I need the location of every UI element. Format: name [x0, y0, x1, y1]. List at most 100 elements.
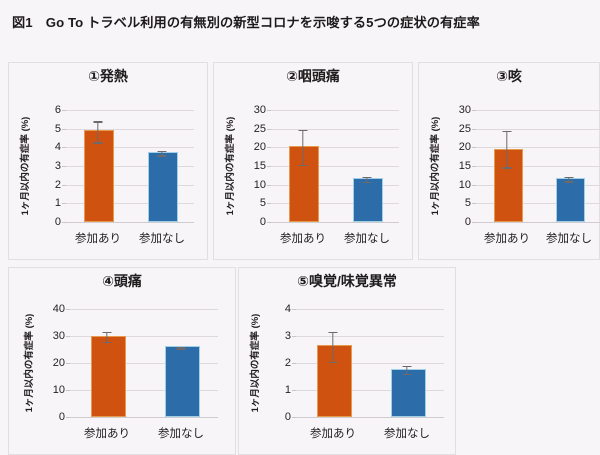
- y-tick-mark: [267, 128, 271, 130]
- y-tick-mark: [62, 184, 66, 186]
- y-tick-mark: [62, 110, 66, 111]
- y-tick-label: 30: [52, 330, 65, 342]
- gridline: [476, 147, 600, 149]
- x-tick-label-participated: 参加あり: [75, 233, 121, 245]
- bar-2-participated: [289, 146, 319, 222]
- y-tick-mark: [66, 363, 70, 364]
- error-bar-cap-bottom: [102, 341, 112, 344]
- y-tick-label: 10: [458, 178, 471, 191]
- y-tick-mark: [292, 309, 296, 310]
- gridline: [271, 147, 399, 149]
- y-tick-mark: [292, 336, 296, 337]
- y-axis-label: 1ヶ月以内の有症率 (%): [250, 313, 261, 413]
- y-tick-mark: [66, 417, 70, 418]
- y-tick-label: 3: [54, 160, 61, 172]
- x-axis-baseline: [296, 417, 444, 418]
- error-bar-stem: [568, 176, 570, 183]
- y-tick-mark: [472, 166, 476, 167]
- x-tick-label-not-participated: 参加なし: [344, 233, 390, 245]
- y-tick-label: 6: [54, 104, 61, 116]
- y-tick-label: 20: [52, 357, 65, 369]
- gridline: [70, 363, 218, 364]
- chart-title-2: ②咽頭痛: [286, 68, 340, 84]
- gridline: [296, 363, 444, 364]
- bar-5-not-participated: [390, 369, 426, 417]
- error-bar-cap-top: [176, 347, 186, 349]
- y-axis-label: 1ヶ月以内の有症率 (%): [225, 116, 236, 216]
- gridline: [476, 184, 600, 186]
- y-tick-mark: [292, 390, 296, 391]
- y-tick-label: 30: [458, 104, 471, 116]
- y-tick-mark: [62, 147, 66, 149]
- x-tick-label-not-participated: 参加なし: [546, 233, 592, 245]
- y-tick-label: 0: [58, 411, 65, 423]
- x-tick-label-participated: 参加あり: [84, 428, 130, 440]
- y-tick-mark: [267, 166, 271, 167]
- error-bar-cap-top: [102, 331, 112, 334]
- error-bar-stem: [161, 151, 163, 157]
- y-tick-label: 5: [259, 197, 266, 210]
- gridline: [271, 128, 399, 130]
- error-bar-cap-top: [93, 121, 103, 123]
- y-tick-label: 25: [458, 122, 471, 135]
- plot-area-3: 0 5 10 15 20 25 30: [459, 104, 600, 228]
- error-bar-cap-bottom: [298, 164, 308, 166]
- gridline: [476, 203, 600, 205]
- y-tick-label: 0: [259, 216, 266, 228]
- gridline: [271, 203, 399, 205]
- x-tick-label-participated: 参加あり: [484, 233, 530, 245]
- y-tick-mark: [62, 222, 66, 223]
- gridline: [66, 128, 194, 130]
- y-tick-mark: [472, 110, 476, 111]
- y-axis-label: 1ヶ月以内の有症率 (%): [430, 116, 441, 216]
- x-tick-label-participated: 参加あり: [280, 233, 326, 245]
- y-tick-label: 30: [253, 104, 266, 116]
- y-tick-label: 20: [458, 141, 471, 154]
- y-tick-label: 4: [54, 141, 61, 154]
- gridline: [271, 110, 399, 111]
- y-tick-mark: [472, 147, 476, 149]
- plot-area-4: 0 10 20 30 40: [53, 303, 218, 423]
- error-bar-cap-bottom: [176, 348, 186, 350]
- error-bar-cap-top: [157, 151, 167, 153]
- bar-4-participated: [90, 336, 126, 417]
- y-tick-mark: [267, 184, 271, 186]
- chart-panel-grid: ①発熱 1ヶ月以内の有症率 (%) 参加あり 参加なし 0 1 2 3 4 5 6 ②咽頭痛 1ヶ月以内…: [0, 62, 600, 455]
- y-tick-label: 1: [54, 197, 61, 210]
- gridline: [70, 309, 218, 310]
- bar-5-participated: [316, 344, 352, 417]
- chart-title-5: ⑤嗅覚/味覚異常: [297, 273, 397, 289]
- bar-1-participated: [84, 130, 114, 222]
- x-axis-baseline: [66, 222, 194, 223]
- plot-area-5: 0 1 2 3 4: [285, 303, 444, 423]
- y-tick-mark: [62, 166, 66, 167]
- y-tick-label: 15: [253, 160, 266, 172]
- y-tick-label: 0: [54, 216, 61, 228]
- error-bar-stem: [302, 129, 304, 166]
- error-bar-cap-top: [328, 331, 338, 334]
- y-tick-mark: [66, 309, 70, 310]
- y-tick-mark: [472, 184, 476, 186]
- gridline: [476, 110, 600, 111]
- y-tick-mark: [292, 363, 296, 364]
- y-tick-label: 2: [54, 178, 61, 191]
- y-tick-label: 25: [253, 122, 266, 135]
- gridline: [66, 147, 194, 149]
- y-tick-mark: [66, 336, 70, 337]
- bar-2-not-participated: [353, 178, 383, 222]
- y-tick-label: 2: [284, 357, 291, 369]
- gridline: [70, 390, 218, 391]
- error-bar-stem: [506, 130, 508, 169]
- error-bar-cap-top: [502, 130, 512, 132]
- y-tick-label: 40: [52, 303, 65, 315]
- y-tick-label: 20: [253, 141, 266, 154]
- y-tick-label: 1: [284, 384, 291, 396]
- error-bar-cap-bottom: [564, 181, 574, 183]
- error-bar-stem: [406, 365, 408, 376]
- y-tick-label: 10: [52, 384, 65, 396]
- y-tick-label: 15: [458, 160, 471, 172]
- chart-panel-5: ⑤嗅覚/味覚異常 1ヶ月以内の有症率 (%) 参加あり 参加なし 0 1 2 3 4: [238, 267, 456, 455]
- y-tick-mark: [292, 417, 296, 418]
- gridline: [296, 309, 444, 310]
- x-axis-baseline: [476, 222, 600, 223]
